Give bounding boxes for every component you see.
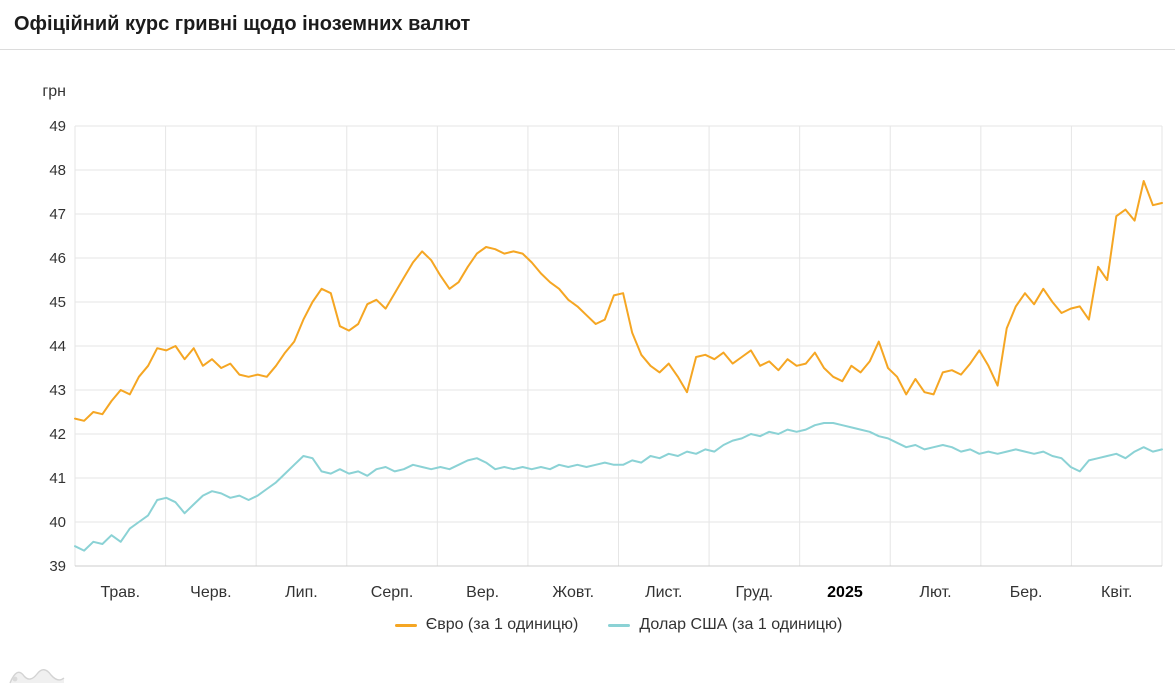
legend-item-euro[interactable]: Євро (за 1 одиницю): [394, 616, 579, 634]
legend-item-usd[interactable]: Долар США (за 1 одиницю): [608, 616, 842, 634]
y-tick-label: 40: [49, 514, 66, 531]
y-tick-label: 43: [49, 382, 66, 399]
y-tick-label: 48: [49, 162, 66, 179]
series-line-usd: [74, 422, 1163, 552]
x-tick-label: Трав.: [100, 584, 140, 601]
x-tick-label: 2025: [827, 584, 863, 601]
x-tick-label: Лип.: [285, 584, 318, 601]
y-tick-label: 46: [49, 250, 66, 267]
x-tick-label: Лист.: [645, 584, 682, 601]
y-tick-label: 39: [49, 558, 66, 575]
x-tick-label: Серп.: [371, 584, 413, 601]
y-tick-label: 44: [49, 338, 66, 355]
chart-svg: 39 40 41 42 43 44 45 46 47 48 49 Трав. Черв. Лип. Серп…: [42, 83, 1163, 601]
x-tick-label: Лют.: [919, 584, 951, 601]
x-tick-label: Жовт.: [552, 584, 594, 601]
euro-line-marker-icon: [394, 623, 417, 627]
x-tick-label: Черв.: [190, 584, 231, 601]
x-tick-label: Бер.: [1010, 584, 1043, 601]
y-tick-label: 45: [49, 294, 66, 311]
y-tick-label: 49: [49, 118, 66, 135]
y-axis-unit-label: грн: [42, 83, 66, 100]
y-tick-label: 41: [49, 470, 66, 487]
chart-legend: Євро (за 1 одиницю) Долар США (за 1 один…: [75, 616, 1162, 634]
exchange-rate-chart: 39 40 41 42 43 44 45 46 47 48 49 Трав. Черв. Лип. Серп…: [0, 50, 1175, 690]
y-tick-label: 42: [49, 426, 66, 443]
legend-label-euro: Євро (за 1 одиницю): [425, 616, 579, 633]
chart-watermark-logo-icon: [8, 656, 66, 688]
series-line-euro: [74, 180, 1163, 422]
page-header: Офіційний курс гривні щодо іноземних вал…: [0, 0, 1175, 50]
x-tick-label: Квіт.: [1101, 584, 1132, 601]
y-tick-label: 47: [49, 206, 66, 223]
legend-label-usd: Долар США (за 1 одиницю): [639, 616, 843, 633]
x-tick-label: Груд.: [736, 584, 774, 601]
usd-line-marker-icon: [608, 623, 631, 627]
page-title: Офіційний курс гривні щодо іноземних вал…: [14, 13, 471, 35]
x-tick-label: Вер.: [466, 584, 499, 601]
